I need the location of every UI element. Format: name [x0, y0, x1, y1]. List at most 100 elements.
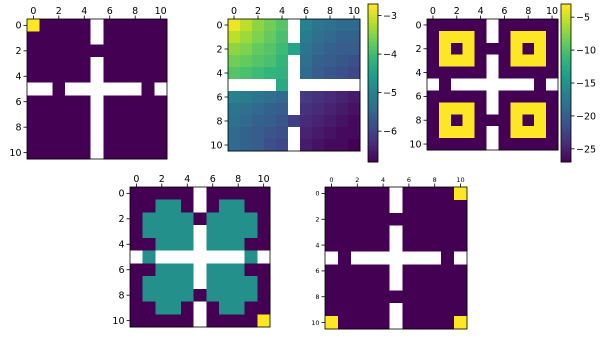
heatmap-cell: [288, 115, 301, 128]
heatmap-cell: [325, 316, 339, 330]
heatmap-cell: [312, 55, 325, 68]
colorbar-segment: [561, 154, 571, 158]
heatmap-cell: [116, 44, 130, 58]
heatmap-cell: [336, 115, 349, 128]
heatmap-cell: [142, 276, 156, 290]
heatmap-cell: [441, 290, 455, 304]
x-tick-label: 8: [132, 6, 138, 17]
heatmap-panel-4: 00 2 2 4 4 6 6 8 8 10 10: [112, 174, 271, 328]
heatmap-cell: [39, 120, 53, 134]
heatmap-cell: [522, 78, 535, 91]
colorbar-segment: [561, 9, 571, 13]
heatmap-cell: [300, 103, 313, 116]
heatmap-cell: [428, 187, 442, 201]
heatmap-cell: [337, 199, 352, 214]
heatmap-cell: [206, 263, 220, 277]
colorbar-segment: [368, 111, 378, 116]
heatmap-cell: [546, 90, 559, 103]
heatmap-cell: [312, 43, 325, 56]
heatmap-cell: [427, 78, 440, 91]
heatmap-cell: [312, 79, 325, 92]
heatmap-cell: [454, 199, 468, 214]
colorbar-segment: [561, 72, 571, 76]
colorbar-segment: [368, 38, 378, 42]
heatmap-cell: [336, 67, 349, 80]
heatmap-cell: [193, 225, 207, 239]
heatmap-cell: [154, 108, 168, 122]
heatmap-cell: [428, 264, 442, 278]
y-tick-label: 8: [118, 291, 124, 302]
heatmap-cell: [244, 301, 258, 315]
heatmap-cell: [546, 42, 559, 56]
heatmap-cell: [510, 90, 523, 103]
colorbar-segment: [368, 96, 378, 100]
heatmap-cell: [257, 187, 271, 201]
colorbar-segment: [368, 83, 378, 87]
heatmap-cell: [510, 102, 523, 115]
heatmap-cell: [154, 44, 168, 58]
heatmap-cell: [90, 133, 104, 147]
heatmap-cell: [288, 79, 301, 92]
heatmap-cell: [498, 42, 511, 56]
heatmap-cell: [324, 31, 337, 44]
heatmap-cell: [130, 212, 144, 226]
colorbar-segment: [368, 104, 378, 108]
heatmap-cell: [454, 316, 468, 330]
heatmap-cell: [363, 277, 378, 291]
y-tick-label: 6: [118, 265, 124, 276]
heatmap-cell: [257, 276, 271, 290]
heatmap-cell: [116, 31, 130, 45]
heatmap-cell: [324, 91, 337, 104]
colorbar-segment: [368, 51, 378, 55]
heatmap-cell: [142, 288, 156, 302]
heatmap-cell: [402, 303, 416, 317]
x-tick-label: 4: [81, 6, 87, 17]
heatmap-cell: [219, 237, 233, 252]
heatmap-cell: [325, 251, 339, 265]
y-tick-label: 0: [216, 20, 222, 31]
heatmap-cell: [534, 114, 547, 127]
heatmap-cell: [257, 199, 271, 213]
y-tick-label: 8: [216, 116, 222, 127]
heatmap-cell: [454, 264, 468, 278]
heatmap-cell: [363, 238, 378, 252]
heatmap-cell: [231, 276, 245, 290]
heatmap-cell: [154, 120, 168, 134]
heatmap-cell: [90, 82, 104, 96]
heatmap-cell: [168, 250, 182, 264]
heatmap-cell: [522, 19, 535, 32]
heatmap-cell: [276, 19, 289, 32]
heatmap-cell: [128, 82, 142, 96]
x-tick-label: 2: [56, 6, 62, 17]
heatmap-cell: [454, 251, 468, 265]
colorbar-segment: [368, 46, 378, 50]
heatmap-cell: [90, 120, 104, 134]
heatmap-cell: [65, 120, 79, 134]
heatmap-cell: [462, 19, 476, 32]
heatmap-cell: [90, 44, 104, 58]
colorbar-segment: [368, 133, 378, 137]
colorbar-segment: [368, 125, 378, 129]
colorbar-segment: [368, 30, 378, 34]
heatmap-cell: [510, 42, 523, 56]
heatmap-cell: [522, 90, 535, 103]
heatmap-cell: [168, 187, 182, 201]
heatmap-cell: [336, 127, 349, 140]
heatmap-cell: [348, 19, 361, 32]
colorbar-segment: [368, 9, 378, 13]
heatmap-cell: [193, 250, 207, 264]
heatmap-cell: [155, 314, 169, 328]
heatmap-cell: [252, 127, 265, 140]
heatmap-cell: [337, 290, 352, 304]
heatmap-cell: [116, 133, 130, 147]
heatmap-cell: [325, 212, 339, 227]
heatmap-cell: [142, 250, 156, 264]
heatmap-cell: [376, 277, 390, 291]
x-tick-label: 8: [433, 176, 437, 184]
heatmap-cell: [27, 120, 41, 134]
colorbar-segment: [561, 146, 571, 150]
heatmap-cell: [77, 108, 92, 122]
heatmap-cell: [244, 237, 258, 252]
heatmap-cell: [402, 225, 416, 240]
heatmap-cell: [257, 212, 271, 226]
